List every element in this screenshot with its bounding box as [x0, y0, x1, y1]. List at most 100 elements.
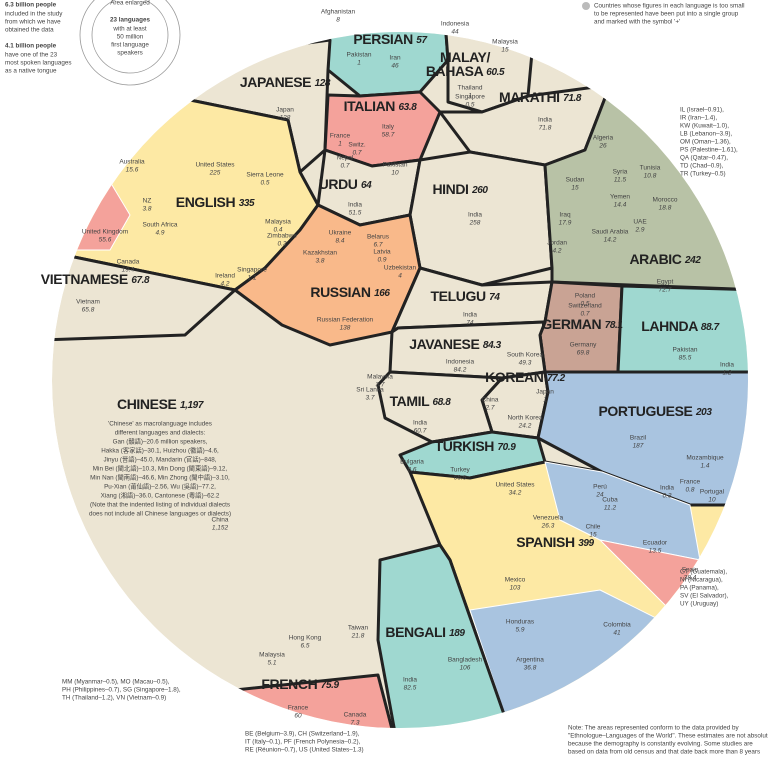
- language-total: 57: [416, 35, 427, 46]
- language-label: TURKISH 70.9: [435, 438, 517, 454]
- country-name: Indonesia: [446, 359, 475, 366]
- legend-top: 4.1 billion people: [5, 43, 57, 50]
- language-total: 60.5: [486, 67, 505, 78]
- note-line: KW (Kuwait–1.0),: [680, 123, 729, 130]
- country-name: Uzbekistan: [384, 265, 417, 272]
- language-label: MARATHI 71.8: [499, 89, 582, 105]
- country-name: Saudi Arabia: [592, 229, 629, 236]
- country-name: Venezuela: [533, 515, 564, 522]
- country-name: Mexico: [505, 577, 526, 584]
- country-value: 60: [294, 713, 302, 720]
- language-name: JAVANESE: [409, 336, 479, 352]
- country-value: 13.5: [649, 548, 662, 555]
- country-name: Italy: [382, 124, 395, 131]
- country-name: Bangladesh: [448, 657, 483, 664]
- note-line: Min Nan (閩南語)–46.6, Min Zhong (閩中語)–3.10…: [90, 473, 230, 482]
- language-label: SPANISH 399: [516, 534, 594, 550]
- language-label: TAMIL 68.8: [390, 393, 452, 409]
- country-value: 66.5: [454, 475, 467, 482]
- country-value: 1: [468, 93, 472, 100]
- note-line: RE (Réunion–0.7), US (United States–1.3): [245, 747, 364, 754]
- note-line: because the demography is constantly evo…: [568, 741, 753, 748]
- language-label: LAHNDA 88.7: [641, 318, 719, 334]
- country-name: Indonesia: [441, 21, 470, 28]
- note-line: based on data from old census and that d…: [568, 749, 760, 756]
- language-name: ARABIC: [629, 251, 681, 267]
- language-total: 67.8: [131, 275, 150, 286]
- country-value: 8: [336, 17, 340, 24]
- country-value: 0.5: [260, 180, 269, 187]
- country-name: Pakistan: [347, 52, 372, 59]
- country-name: Sierra Leone: [246, 172, 284, 179]
- language-label: JAVANESE 84.3: [409, 336, 501, 352]
- country-name: Iraq: [559, 212, 571, 219]
- legend-total: 6.3 billion people: [5, 2, 57, 9]
- country-name: United States: [195, 162, 235, 169]
- country-value: 14.4: [614, 202, 627, 209]
- country-name: Zimbabwe: [267, 233, 297, 240]
- country-name: South Africa: [142, 222, 177, 229]
- country-value: 65.8: [82, 307, 95, 314]
- note-line: PS (Palestine–1.61),: [680, 147, 738, 154]
- country-name: Brazil: [630, 435, 647, 442]
- country-name: Pakistan: [673, 347, 698, 354]
- language-label: HINDI 260: [432, 181, 488, 197]
- country-value: 85.5: [679, 355, 692, 362]
- note-line: Pu-Xian (莆仙語)–2.56, Wu (吳語)–77.2,: [104, 482, 216, 491]
- country-value: 2.7: [484, 405, 494, 412]
- country-value: 103: [510, 585, 521, 592]
- country-name: Russian Federation: [317, 317, 374, 324]
- country-value: 2.9: [634, 227, 644, 234]
- country-name: India: [348, 202, 362, 209]
- legend-area: Area enlarged: [110, 0, 150, 7]
- language-label: ITALIAN 63.8: [344, 98, 418, 114]
- note-line: TH (Thailand–1.2), VN (Vietnam–0.9): [62, 695, 166, 702]
- language-total: 78.1: [605, 320, 624, 331]
- note-line: "Ethnologue–Languages of the World". The…: [568, 733, 768, 740]
- note-line: Gan (贛語)–20.6 million speakers,: [113, 437, 208, 446]
- language-label: PORTUGUESE 203: [598, 403, 712, 419]
- note-line: Hakka (客家話)–30.1, Huizhou (徽語)–4.6,: [101, 446, 219, 455]
- language-total: 1,197: [180, 400, 204, 411]
- country-value: 1: [543, 397, 547, 404]
- country-name: India: [403, 677, 417, 684]
- language-name: TAMIL: [390, 393, 431, 409]
- country-name: Tunisia: [640, 165, 661, 172]
- country-value: 69.8: [577, 350, 590, 357]
- country-value: 0.7: [340, 163, 349, 170]
- country-value: 10: [708, 497, 716, 504]
- country-name: Afghanistan: [321, 9, 356, 16]
- country-value: 5.1: [267, 660, 276, 667]
- language-name: ITALIAN: [344, 98, 396, 114]
- country-value: 74: [466, 320, 474, 327]
- language-name: VIETNAMESE: [41, 271, 128, 287]
- country-value: 1.2: [722, 370, 731, 377]
- country-value: 1.1: [247, 275, 256, 282]
- country-value: 1.4: [700, 463, 709, 470]
- country-name: France: [680, 479, 701, 486]
- note-line: obtained the data: [5, 27, 54, 34]
- country-cell: [52, 164, 131, 251]
- country-value: 0.9: [377, 257, 386, 264]
- country-name: Egypt: [657, 279, 674, 286]
- language-label: CHINESE 1,197: [117, 396, 204, 412]
- country-value: 34.2: [509, 490, 522, 497]
- country-value: 106: [460, 665, 471, 672]
- country-name: Portugal: [700, 489, 725, 496]
- language-name: FRENCH: [261, 676, 317, 692]
- country-value: 6.7: [373, 242, 382, 249]
- language-cells: [52, 32, 748, 728]
- note-line: with at least: [112, 26, 146, 33]
- note-line: from which we have: [5, 19, 61, 26]
- country-name: Malaysia: [265, 219, 291, 226]
- language-name: BENGALI: [385, 624, 445, 640]
- country-value: 24: [595, 492, 604, 499]
- note-line: Xiang (湘語)–36.0, Cantonese (粵語)–62.2: [101, 491, 220, 500]
- country-value: 49.3: [519, 360, 532, 367]
- country-value: 3.7: [365, 395, 374, 402]
- country-name: India: [660, 485, 674, 492]
- language-label: VIETNAMESE 67.8: [41, 271, 150, 287]
- country-value: 4.2: [552, 248, 561, 255]
- language-total: 64: [361, 180, 372, 191]
